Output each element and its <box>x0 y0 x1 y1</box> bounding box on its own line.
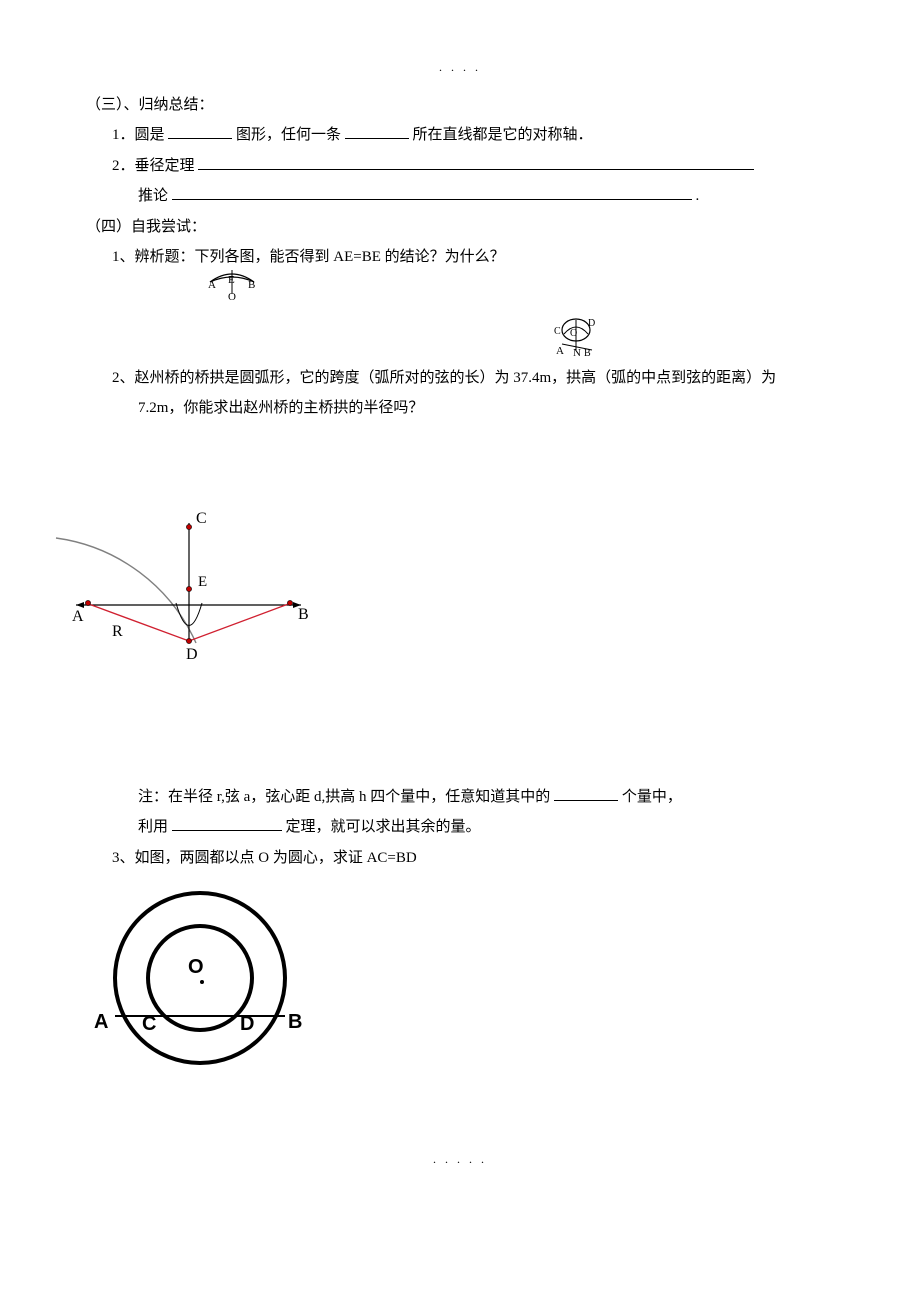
sec4-q2b: 7.2m，你能求出赵州桥的主桥拱的半径吗？ <box>86 394 834 423</box>
diagram-row: A E B O C D O A N B <box>86 274 834 364</box>
header-dots: . . . . <box>86 56 834 79</box>
sec4-q3: 3、如图，两圆都以点 O 为圆心，求证 AC=BD <box>86 844 834 873</box>
label-N: N <box>573 347 581 359</box>
label-A: A <box>556 345 564 357</box>
sec3-item2b: 推论 . <box>86 182 834 211</box>
page: . . . . （三）、归纳总结： 1．圆是 图形，任何一条 所在直线都是它的对… <box>0 0 920 1302</box>
label-O: O <box>228 291 236 303</box>
fig1-svg: A E B O <box>204 268 260 308</box>
text: 1．圆是 <box>112 127 165 143</box>
note-line1: 注：在半径 r,弦 a，弦心距 d,拱高 h 四个量中，任意知道其中的 个量中， <box>86 783 834 812</box>
sec4-q2a: 2、赵州桥的桥拱是圆弧形，它的跨度（弧所对的弦的长）为 37.4m，拱高（弧的中… <box>86 364 834 393</box>
label-D: D <box>588 318 595 329</box>
label-C: C <box>196 510 207 527</box>
fig1-wrapper: A E B O <box>204 268 260 308</box>
sec3-item1: 1．圆是 图形，任何一条 所在直线都是它的对称轴． <box>86 121 834 150</box>
text: 利用 <box>138 819 168 835</box>
text: 个量中， <box>622 789 682 805</box>
note-block: 注：在半径 r,弦 a，弦心距 d,拱高 h 四个量中，任意知道其中的 个量中，… <box>86 783 834 873</box>
blank-fill <box>198 156 754 170</box>
sec4-q1: 1、辨析题：下列各图，能否得到 AE=BE 的结论？为什么？ <box>86 243 834 272</box>
sec3-heading: （三）、归纳总结： <box>86 91 834 120</box>
bridge-wrapper: C E A R D B <box>46 483 834 673</box>
text: 推论 <box>138 188 168 204</box>
label-A: A <box>72 608 84 625</box>
blank-fill <box>554 787 618 801</box>
text: 图形，任何一条 <box>236 127 341 143</box>
sec3-item2: 2．垂径定理 <box>86 152 834 181</box>
circles-svg: O A C D B <box>80 878 320 1088</box>
bridge-svg: C E A R D B <box>46 483 336 673</box>
footer-dots: . . . . . <box>86 1148 834 1171</box>
blank-fill <box>172 187 692 201</box>
fig2-wrapper: C D O A N B <box>554 314 604 360</box>
text: 2．垂径定理 <box>112 158 195 174</box>
label-E: E <box>198 574 207 590</box>
note-line2: 利用 定理，就可以求出其余的量。 <box>86 813 834 842</box>
label-R: R <box>112 623 123 640</box>
label-A: A <box>94 1011 108 1033</box>
label-A: A <box>208 279 216 291</box>
circles-wrapper: O A C D B <box>80 878 834 1088</box>
blank-fill <box>168 126 232 140</box>
label-B: B <box>288 1011 302 1033</box>
text: 注：在半径 r,弦 a，弦心距 d,拱高 h 四个量中，任意知道其中的 <box>138 789 550 805</box>
label-O: O <box>570 328 577 339</box>
sec4-heading: （四）自我尝试： <box>86 213 834 242</box>
label-O: O <box>188 956 204 978</box>
label-C: C <box>554 326 561 337</box>
text: 所在直线都是它的对称轴． <box>413 127 593 143</box>
label-C: C <box>142 1013 156 1035</box>
text: 定理，就可以求出其余的量。 <box>286 819 481 835</box>
label-E: E <box>228 274 235 286</box>
text: . <box>696 188 700 204</box>
label-D: D <box>186 646 198 663</box>
blank-fill <box>172 818 282 832</box>
blank-fill <box>345 126 409 140</box>
label-B: B <box>248 279 255 291</box>
label-B: B <box>298 606 309 623</box>
label-B: B <box>584 348 591 359</box>
label-D: D <box>240 1013 254 1035</box>
fig2-svg: C D O A N B <box>554 314 604 360</box>
